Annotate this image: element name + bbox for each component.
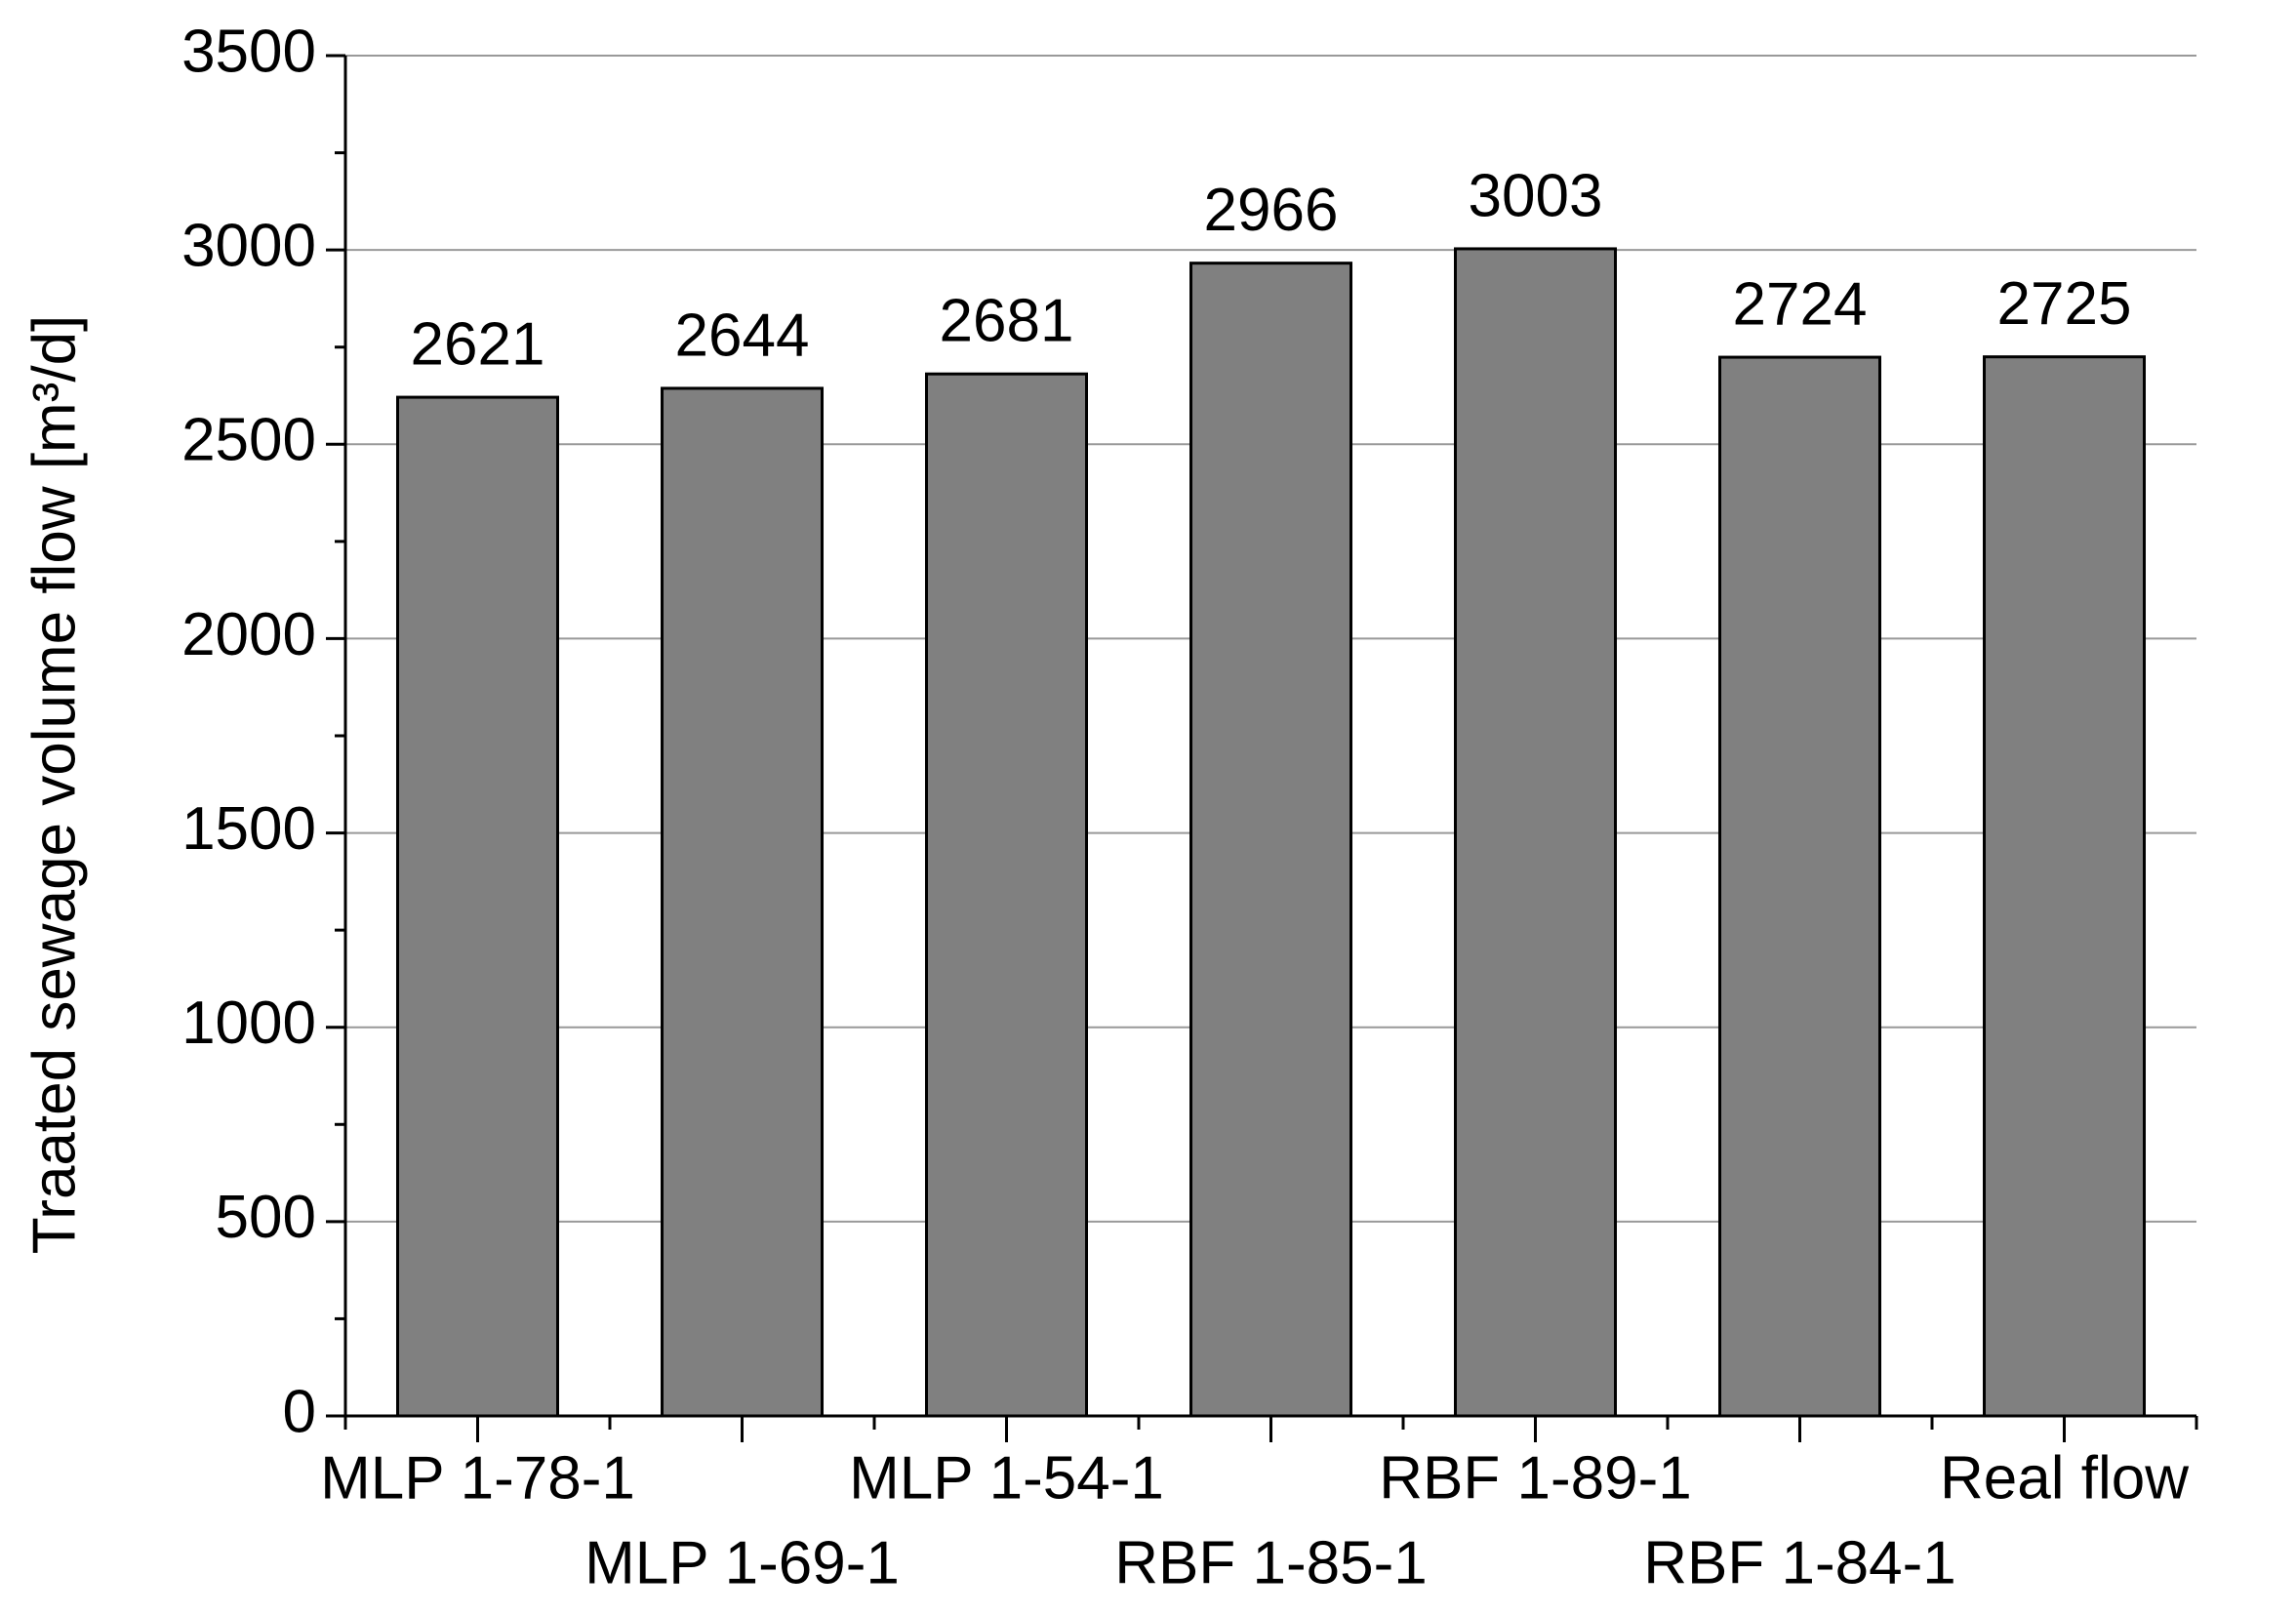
value-label: 2681 bbox=[940, 288, 1074, 355]
bar bbox=[1454, 247, 1617, 1418]
x-tick-label: MLP 1-69-1 bbox=[584, 1529, 900, 1596]
x-tick-label: RBF 1-84-1 bbox=[1643, 1529, 1955, 1596]
x-tick-label: RBF 1-85-1 bbox=[1114, 1529, 1427, 1596]
value-label: 3003 bbox=[1469, 162, 1603, 229]
value-label: 2724 bbox=[1733, 270, 1868, 338]
bar bbox=[925, 372, 1088, 1418]
y-tick-label: 1000 bbox=[181, 989, 316, 1057]
x-tick-label: RBF 1-89-1 bbox=[1379, 1444, 1691, 1512]
x-tick-label: MLP 1-78-1 bbox=[320, 1444, 635, 1512]
bar bbox=[1189, 262, 1352, 1418]
value-label: 2725 bbox=[1997, 270, 2132, 338]
y-tick-label: 2500 bbox=[181, 407, 316, 474]
value-label: 2644 bbox=[675, 302, 810, 369]
bar bbox=[661, 386, 824, 1418]
y-tick-label: 3000 bbox=[181, 213, 316, 280]
value-label: 2966 bbox=[1204, 177, 1339, 244]
value-label: 2621 bbox=[411, 310, 545, 378]
x-tick-label: MLP 1-54-1 bbox=[849, 1444, 1164, 1512]
bar bbox=[1718, 355, 1881, 1418]
bar bbox=[1983, 355, 2146, 1418]
y-axis-label: Traated sewage volume flow [m³/d] bbox=[20, 315, 88, 1255]
y-tick-label: 3500 bbox=[181, 18, 316, 85]
y-tick-label: 1500 bbox=[181, 795, 316, 863]
bar bbox=[396, 395, 559, 1418]
y-tick-label: 0 bbox=[283, 1378, 316, 1445]
y-tick-label: 2000 bbox=[181, 601, 316, 668]
x-tick-label: Real flow bbox=[1940, 1444, 2189, 1512]
y-tick-label: 500 bbox=[216, 1184, 316, 1251]
